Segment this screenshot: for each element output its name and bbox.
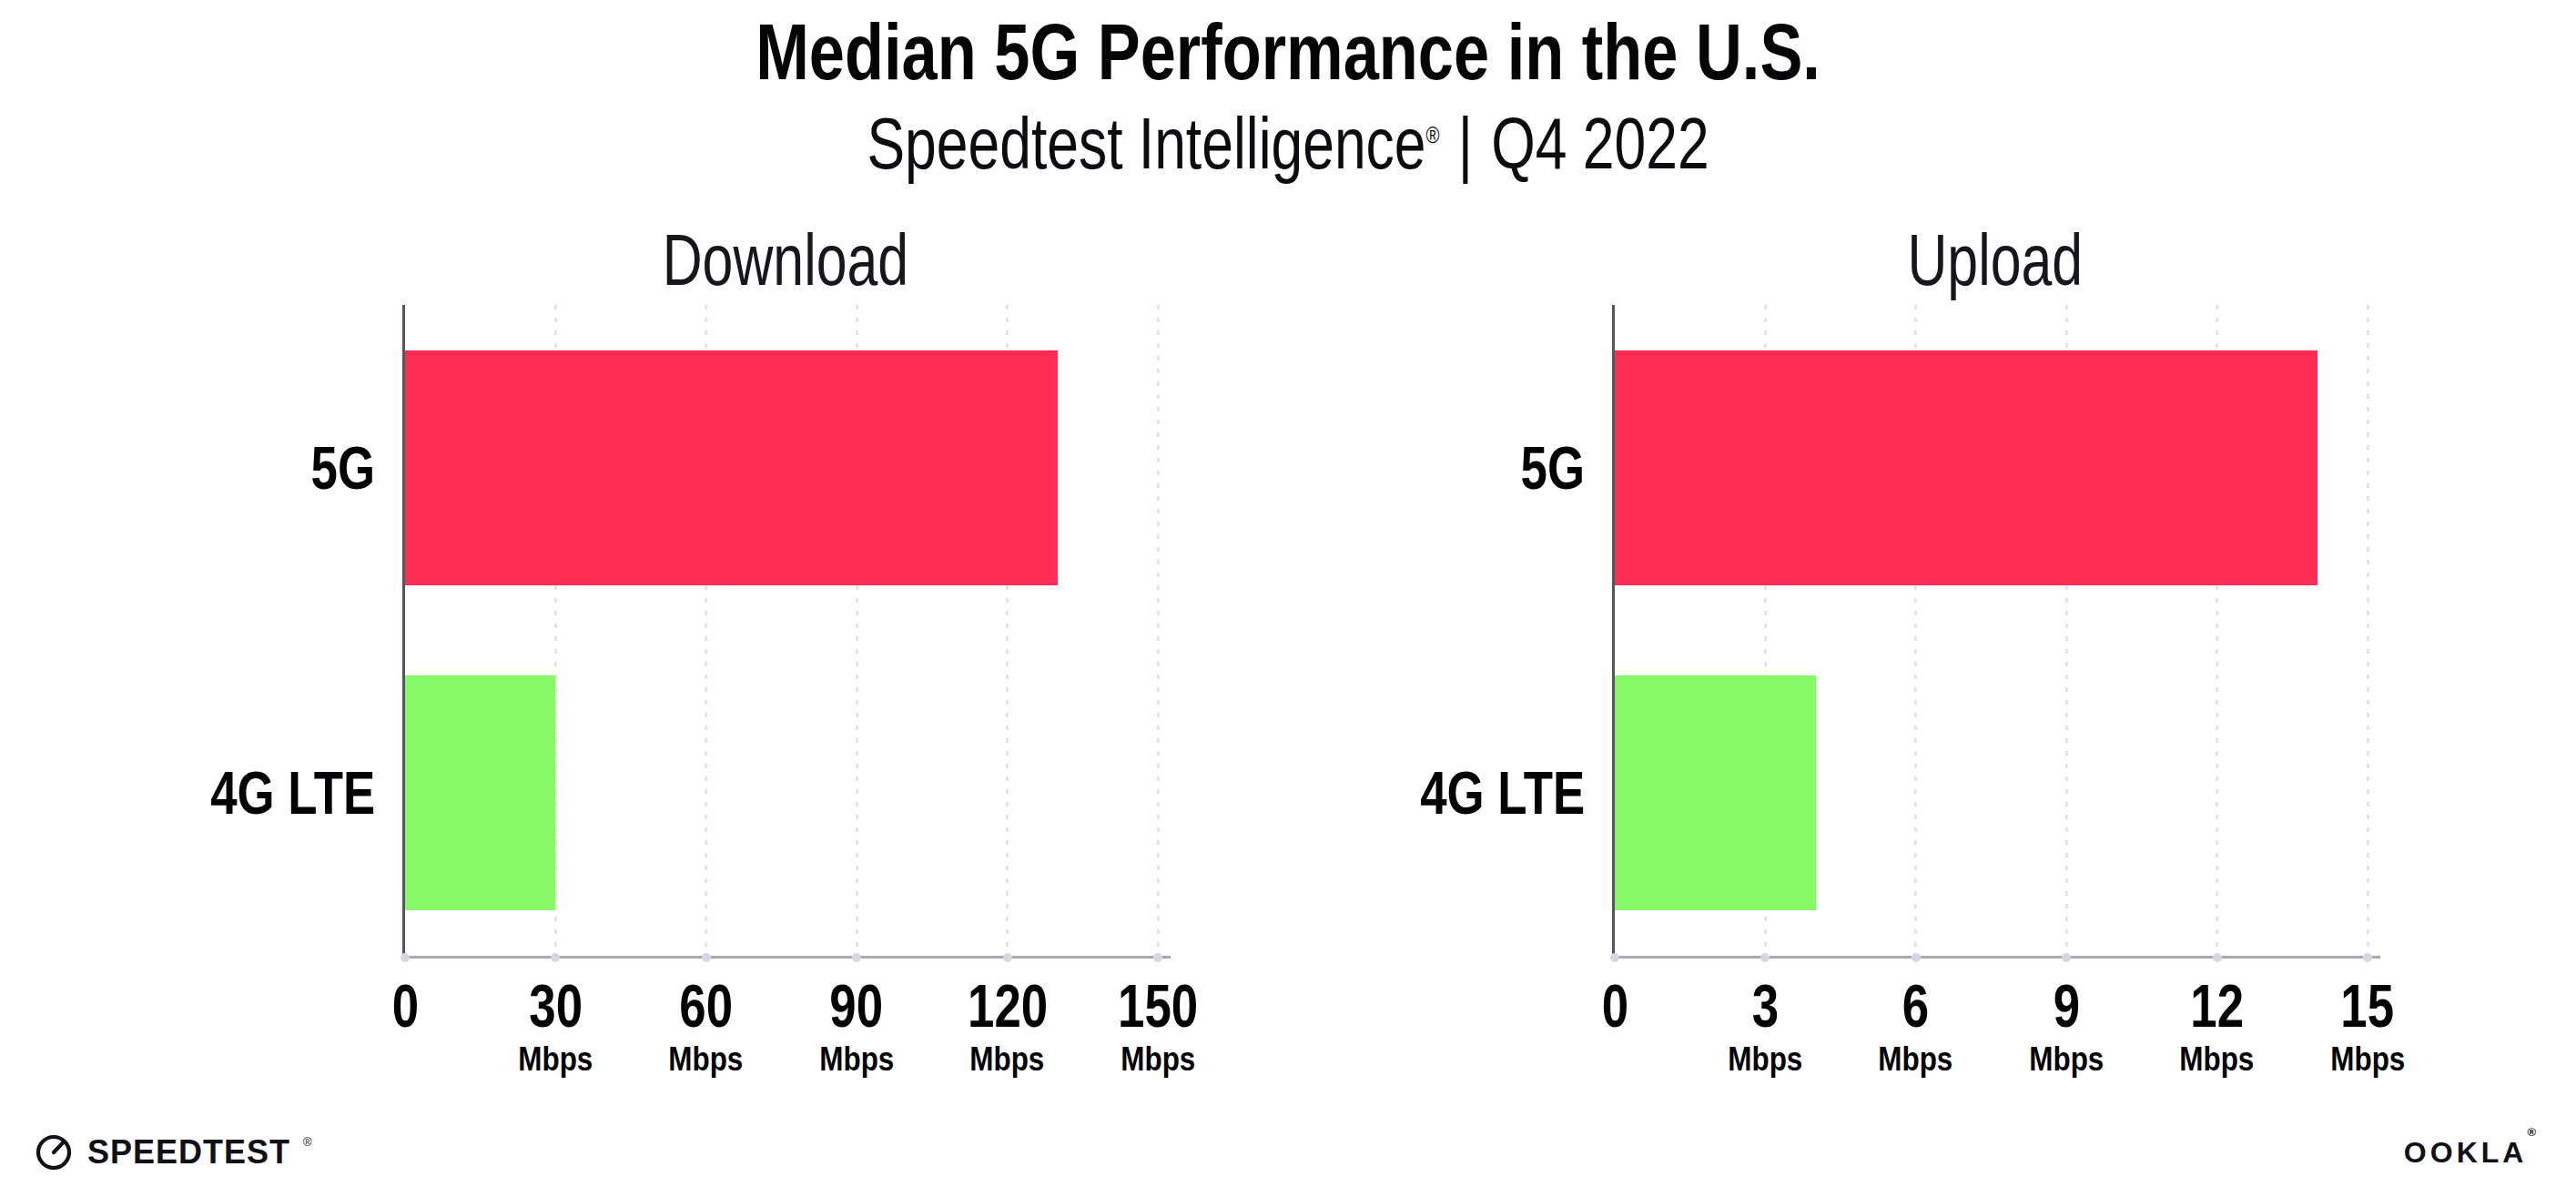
axis-tick-dot-0 <box>401 953 410 962</box>
bar-5g-upload <box>1615 350 2317 585</box>
axis-tick-dot-6 <box>1912 953 1921 962</box>
axis-tick-dot-30 <box>551 953 560 962</box>
ookla-5g-performance-figure: Median 5G Performance in the U.S. Speedt… <box>0 0 2576 1197</box>
upload-plot-area <box>1612 305 2380 959</box>
axis-tick-dot-15 <box>2363 953 2372 962</box>
upload-chart-title: Upload <box>1612 218 2378 302</box>
bar-4g-lte-upload <box>1615 675 1816 910</box>
speedtest-gauge-icon <box>33 1131 75 1173</box>
axis-tick-dot-9 <box>2062 953 2071 962</box>
registered-trademark-symbol: ® <box>1425 121 1439 148</box>
x-tick-label-150: 150 <box>1030 972 1285 1040</box>
x-tick-unit-150: Mbps <box>1030 1040 1285 1080</box>
download-plot-area <box>402 305 1171 959</box>
category-label-5g: 5G <box>0 427 375 509</box>
ookla-logo: OOKLA® <box>2404 1136 2540 1170</box>
x-tick-unit-15: Mbps <box>2240 1040 2495 1080</box>
subtitle-brand: Speedtest Intelligence <box>867 103 1425 184</box>
bar-5g-download <box>405 350 1058 585</box>
category-label-5g: 5G <box>1157 427 1585 509</box>
subtitle-period: Q4 2022 <box>1491 103 1709 184</box>
axis-tick-dot-60 <box>702 953 711 962</box>
axis-tick-dot-0 <box>1610 953 1619 962</box>
gridline-150 <box>1157 305 1160 956</box>
axis-tick-dot-150 <box>1153 953 1162 962</box>
gridline-15 <box>2367 305 2369 956</box>
page-subtitle: Speedtest Intelligence® |Q4 2022 <box>0 100 2576 188</box>
x-tick-label-15: 15 <box>2240 972 2495 1040</box>
ookla-logo-text: OOKLA <box>2404 1136 2528 1169</box>
axis-tick-dot-90 <box>852 953 861 962</box>
category-label-4g-lte: 4G LTE <box>1157 752 1585 834</box>
axis-tick-dot-12 <box>2213 953 2222 962</box>
category-label-4g-lte: 4G LTE <box>0 752 375 834</box>
axis-tick-dot-3 <box>1760 953 1770 962</box>
axis-tick-dot-120 <box>1003 953 1012 962</box>
speedtest-registered-mark: ® <box>303 1135 312 1149</box>
ookla-registered-mark: ® <box>2527 1125 2540 1139</box>
speedtest-logo: SPEEDTEST ® <box>33 1127 312 1178</box>
speedtest-logo-text: SPEEDTEST <box>87 1133 290 1172</box>
page-title: Median 5G Performance in the U.S. <box>0 5 2576 98</box>
bar-4g-lte-download <box>405 675 555 910</box>
subtitle-separator: | <box>1458 100 1473 188</box>
page-title-text: Median 5G Performance in the U.S. <box>756 5 1820 98</box>
download-chart-title: Download <box>402 218 1168 302</box>
